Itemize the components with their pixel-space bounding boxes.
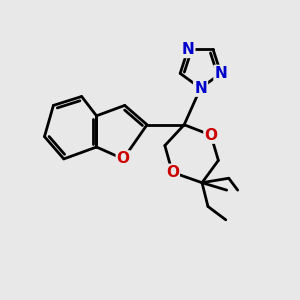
Text: N: N bbox=[194, 81, 207, 96]
Text: O: O bbox=[204, 128, 218, 142]
Text: O: O bbox=[117, 152, 130, 166]
Text: O: O bbox=[166, 165, 179, 180]
Text: N: N bbox=[214, 66, 227, 81]
Text: N: N bbox=[182, 42, 194, 57]
